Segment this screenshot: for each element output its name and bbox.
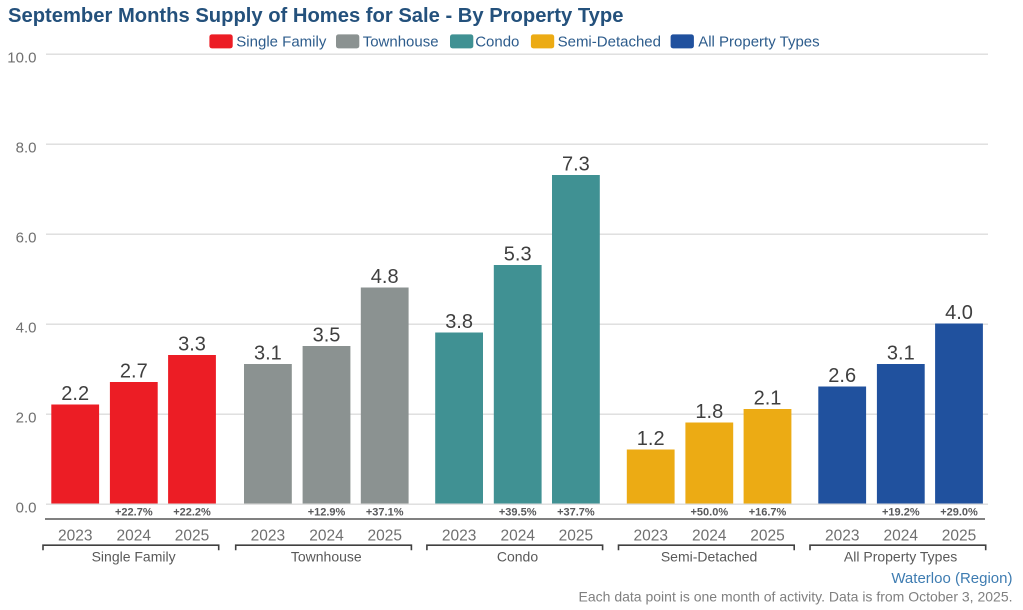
svg-text:Single Family: Single Family	[92, 549, 176, 565]
svg-text:3.3: 3.3	[178, 334, 206, 356]
svg-text:3.1: 3.1	[254, 343, 282, 365]
svg-text:4.0: 4.0	[16, 319, 37, 336]
svg-text:3.8: 3.8	[445, 311, 473, 333]
svg-text:+22.7%: +22.7%	[115, 507, 153, 519]
svg-text:+16.7%: +16.7%	[749, 507, 787, 519]
svg-text:3.1: 3.1	[887, 343, 915, 365]
svg-text:0.0: 0.0	[16, 499, 37, 516]
svg-text:2.6: 2.6	[828, 365, 856, 387]
svg-text:3.5: 3.5	[313, 325, 341, 347]
svg-text:1.8: 1.8	[695, 401, 723, 423]
svg-text:7.3: 7.3	[562, 154, 590, 176]
svg-text:10.0: 10.0	[7, 49, 36, 66]
svg-text:Semi-Detached: Semi-Detached	[661, 549, 758, 565]
svg-text:+50.0%: +50.0%	[690, 507, 728, 519]
svg-text:Condo: Condo	[497, 549, 538, 565]
svg-text:2.0: 2.0	[16, 409, 37, 426]
svg-text:+12.9%: +12.9%	[308, 507, 346, 519]
svg-text:+22.2%: +22.2%	[173, 507, 211, 519]
svg-text:5.3: 5.3	[504, 244, 532, 266]
svg-text:All Property Types: All Property Types	[844, 549, 957, 565]
svg-text:All Property Types: All Property Types	[698, 34, 819, 51]
svg-text:4.0: 4.0	[945, 302, 973, 324]
svg-text:Townhouse: Townhouse	[291, 549, 362, 565]
svg-text:2.2: 2.2	[61, 383, 89, 405]
svg-text:2023: 2023	[633, 528, 667, 545]
svg-text:Semi-Detached: Semi-Detached	[558, 34, 661, 51]
svg-text:4.8: 4.8	[371, 266, 399, 288]
svg-text:September Months Supply of Hom: September Months Supply of Homes for Sal…	[8, 5, 623, 27]
svg-text:2.7: 2.7	[120, 361, 148, 383]
svg-text:2024: 2024	[692, 528, 727, 545]
svg-text:+19.2%: +19.2%	[882, 507, 920, 519]
svg-text:2025: 2025	[942, 528, 976, 545]
svg-text:+39.5%: +39.5%	[499, 507, 537, 519]
svg-text:2023: 2023	[251, 528, 285, 545]
svg-text:Waterloo (Region): Waterloo (Region)	[891, 570, 1012, 587]
svg-text:2025: 2025	[750, 528, 784, 545]
svg-text:2024: 2024	[884, 528, 919, 545]
svg-text:2024: 2024	[117, 528, 152, 545]
svg-text:+37.1%: +37.1%	[366, 507, 404, 519]
svg-text:2025: 2025	[367, 528, 401, 545]
svg-text:1.2: 1.2	[637, 428, 665, 450]
svg-text:Each data point is one month o: Each data point is one month of activity…	[579, 589, 1013, 605]
svg-text:8.0: 8.0	[16, 139, 37, 156]
svg-text:2023: 2023	[58, 528, 92, 545]
svg-text:2.1: 2.1	[754, 388, 782, 410]
svg-text:Single Family: Single Family	[236, 34, 327, 51]
svg-text:Townhouse: Townhouse	[363, 34, 439, 51]
svg-text:Condo: Condo	[475, 34, 519, 51]
svg-text:+29.0%: +29.0%	[940, 507, 978, 519]
svg-text:+37.7%: +37.7%	[557, 507, 595, 519]
svg-text:2025: 2025	[175, 528, 209, 545]
svg-text:2023: 2023	[442, 528, 476, 545]
svg-text:2023: 2023	[825, 528, 859, 545]
svg-text:2024: 2024	[309, 528, 344, 545]
svg-text:6.0: 6.0	[16, 229, 37, 246]
svg-text:2024: 2024	[500, 528, 535, 545]
svg-text:2025: 2025	[559, 528, 593, 545]
